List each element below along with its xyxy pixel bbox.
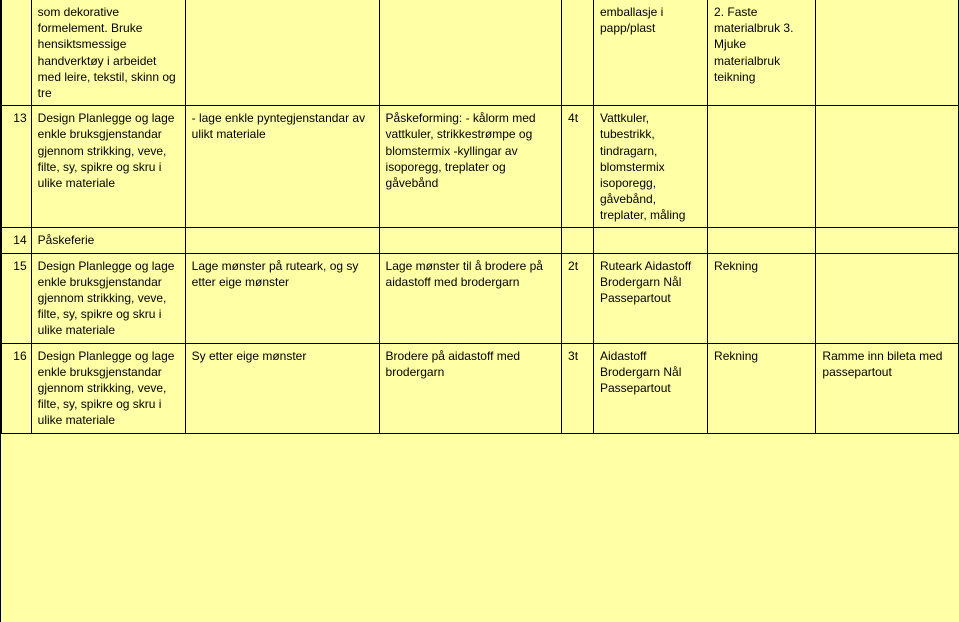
cell-hours: 3t — [562, 343, 594, 433]
cell-topic: som dekorative formelement. Bruke hensik… — [31, 0, 185, 106]
cell-materials: Vattkuler, tubestrikk, tindragarn, bloms… — [593, 106, 707, 228]
cell-hours: 4t — [562, 106, 594, 228]
cell-activity — [379, 0, 562, 106]
cell-topic: Design Planlegge og lage enkle bruksgjen… — [31, 106, 185, 228]
cell-notes: Ramme inn bileta med passepartout — [816, 343, 959, 433]
cell-activity — [379, 228, 562, 253]
cell-materials: emballasje i papp/plast — [593, 0, 707, 106]
cell-hours — [562, 0, 594, 106]
cell-goal: - lage enkle pyntegjenstandar av ulikt m… — [185, 106, 379, 228]
cell-activity: Brodere på aidastoff med brodergarn — [379, 343, 562, 433]
row-number: 16 — [2, 343, 32, 433]
cell-materials: Aidastoff Brodergarn Nål Passepartout — [593, 343, 707, 433]
row-number: 15 — [2, 253, 32, 343]
row-number: 13 — [2, 106, 32, 228]
cell-topic: Design Planlegge og lage enkle bruksgjen… — [31, 343, 185, 433]
cell-topic: Påskeferie — [31, 228, 185, 253]
row-number — [2, 0, 32, 106]
cell-materials: Ruteark Aidastoff Brodergarn Nål Passepa… — [593, 253, 707, 343]
cell-topic: Design Planlegge og lage enkle bruksgjen… — [31, 253, 185, 343]
cell-notes — [816, 228, 959, 253]
cell-assessment: Rekning — [708, 343, 816, 433]
table-row: 16Design Planlegge og lage enkle bruksgj… — [2, 343, 959, 433]
cell-assessment — [708, 106, 816, 228]
cell-assessment — [708, 228, 816, 253]
table-row: 13Design Planlegge og lage enkle bruksgj… — [2, 106, 959, 228]
table-row: 14Påskeferie — [2, 228, 959, 253]
cell-hours: 2t — [562, 253, 594, 343]
cell-hours — [562, 228, 594, 253]
cell-goal: Sy etter eige mønster — [185, 343, 379, 433]
cell-assessment: 2. Faste materialbruk 3. Mjuke materialb… — [708, 0, 816, 106]
cell-activity: Lage mønster til å brodere på aidastoff … — [379, 253, 562, 343]
table-row: 15Design Planlegge og lage enkle bruksgj… — [2, 253, 959, 343]
cell-goal — [185, 0, 379, 106]
table-row: som dekorative formelement. Bruke hensik… — [2, 0, 959, 106]
cell-goal — [185, 228, 379, 253]
cell-notes — [816, 106, 959, 228]
curriculum-table: som dekorative formelement. Bruke hensik… — [1, 0, 959, 434]
cell-materials — [593, 228, 707, 253]
cell-notes — [816, 253, 959, 343]
cell-goal: Lage mønster på ruteark, og sy etter eig… — [185, 253, 379, 343]
cell-activity: Påskeforming: - kålorm med vattkuler, st… — [379, 106, 562, 228]
row-number: 14 — [2, 228, 32, 253]
cell-notes — [816, 0, 959, 106]
cell-assessment: Rekning — [708, 253, 816, 343]
